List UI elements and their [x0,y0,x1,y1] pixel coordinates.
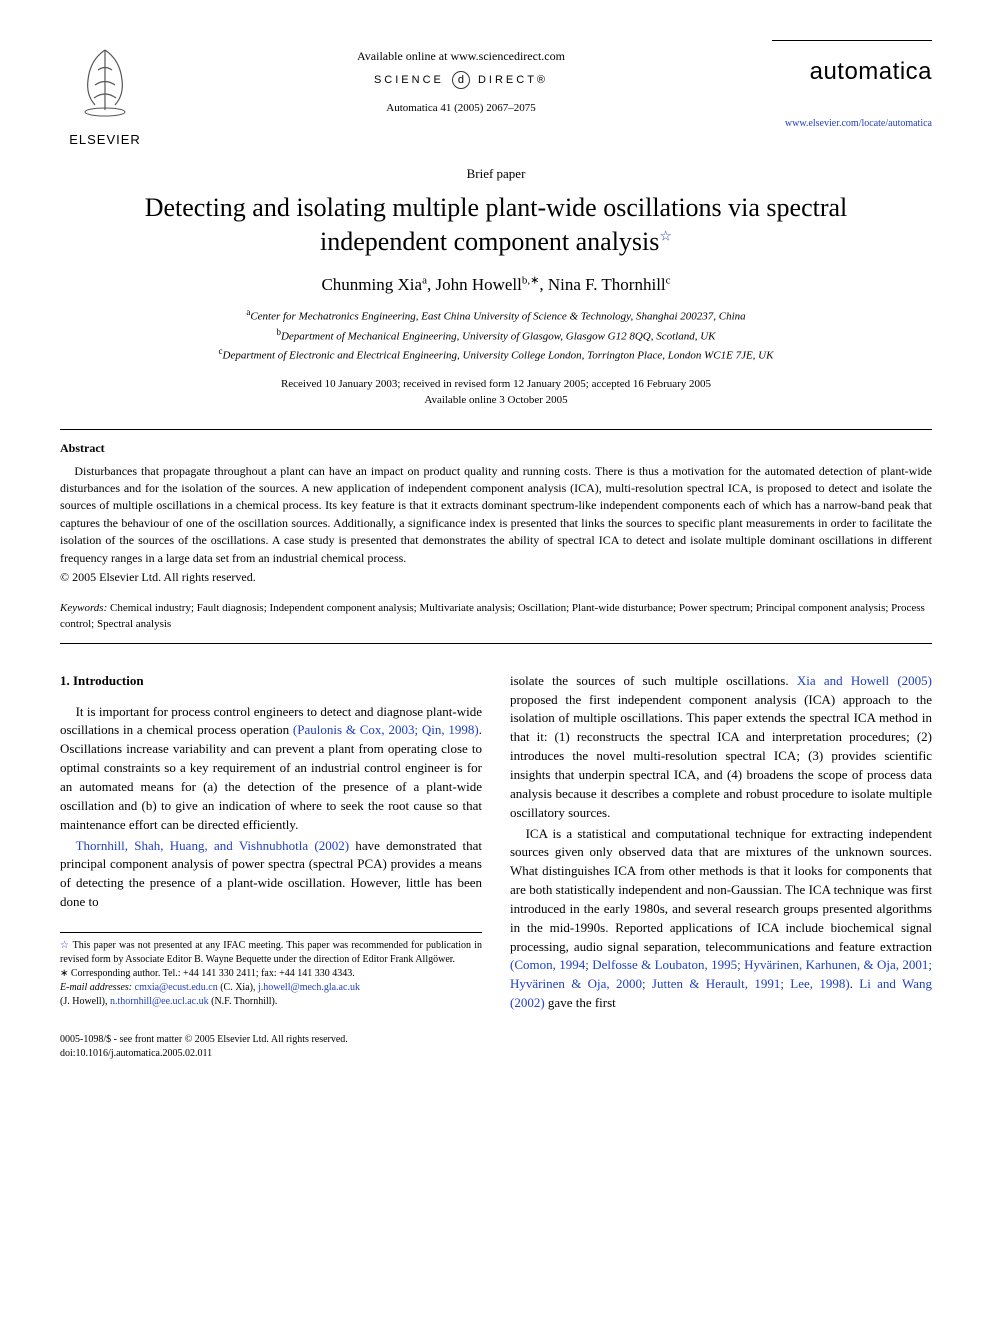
email-2-who: (J. Howell), [60,996,110,1007]
footnote-corr-text: Corresponding author. Tel.: +44 141 330 … [68,968,354,979]
author-2-sup: b,∗ [522,274,539,286]
article-title: Detecting and isolating multiple plant-w… [60,191,932,259]
aff-c: Department of Electronic and Electrical … [223,349,774,361]
email-2[interactable]: j.howell@mech.gla.ac.uk [258,982,360,993]
author-1: Chunming Xia [321,275,422,294]
body-columns: 1. Introduction It is important for proc… [60,672,932,1015]
footnote-presentation: ☆ This paper was not presented at any IF… [60,939,482,967]
citation-line: Automatica 41 (2005) 2067–2075 [150,101,772,116]
email-3[interactable]: n.thornhill@ee.ucl.ac.uk [110,996,209,1007]
publisher-label: ELSEVIER [60,131,150,149]
aff-b: Department of Mechanical Engineering, Un… [281,330,716,342]
p1-ref[interactable]: (Paulonis & Cox, 2003; Qin, 1998) [293,722,479,737]
p4-text-a: ICA is a statistical and computational t… [510,826,932,954]
page-footer: 0005-1098/$ - see front matter © 2005 El… [60,1033,932,1061]
title-star-icon[interactable]: ☆ [659,229,672,244]
abstract-copyright: © 2005 Elsevier Ltd. All rights reserved… [60,569,932,586]
footnote-star-icon: ☆ [60,940,70,951]
dates-line2: Available online 3 October 2005 [424,394,567,406]
sd-at-icon: d [452,71,470,89]
footnotes-block: ☆ This paper was not presented at any IF… [60,932,482,1009]
footnote-presentation-text: This paper was not presented at any IFAC… [60,940,482,965]
footer-left: 0005-1098/$ - see front matter © 2005 El… [60,1033,348,1061]
author-2: John Howell [435,275,521,294]
p4-text-c: gave the first [545,995,616,1010]
sciencedirect-logo: SCIENCE d DIRECT® [150,71,772,89]
footnote-emails: E-mail addresses: cmxia@ecust.edu.cn (C.… [60,981,482,1009]
center-header: Available online at www.sciencedirect.co… [150,40,772,116]
section-1-heading: 1. Introduction [60,672,482,691]
abstract-heading: Abstract [60,440,932,457]
email-1-who: (C. Xia), [218,982,258,993]
intro-p4: ICA is a statistical and computational t… [510,825,932,1013]
aff-a: Center for Mechatronics Engineering, Eas… [250,311,745,323]
title-line2: independent component analysis [320,227,659,256]
author-3: Nina F. Thornhill [548,275,666,294]
affiliations: aCenter for Mechatronics Engineering, Ea… [60,306,932,363]
keywords-block: Keywords: Chemical industry; Fault diagn… [60,600,932,633]
brief-paper-label: Brief paper [60,165,932,183]
email-1[interactable]: cmxia@ecust.edu.cn [135,982,218,993]
column-right: isolate the sources of such multiple osc… [510,672,932,1015]
p4-text-b: . [850,976,860,991]
intro-p1: It is important for process control engi… [60,703,482,835]
authors-line: Chunming Xiaa, John Howellb,∗, Nina F. T… [60,273,932,297]
rule-above-abstract [60,429,932,430]
article-dates: Received 10 January 2003; received in re… [60,376,932,409]
title-line1: Detecting and isolating multiple plant-w… [145,193,848,222]
rule-below-keywords [60,643,932,644]
journal-url[interactable]: www.elsevier.com/locate/automatica [772,117,932,131]
intro-p3: isolate the sources of such multiple osc… [510,672,932,823]
author-3-sup: c [666,274,671,286]
p2-ref[interactable]: Thornhill, Shah, Huang, and Vishnubhotla… [76,838,349,853]
sd-left: SCIENCE [374,74,444,86]
journal-rule [772,40,932,41]
footer-doi: doi:10.1016/j.automatica.2005.02.011 [60,1047,348,1061]
keywords-text: Chemical industry; Fault diagnosis; Inde… [60,602,925,631]
sd-right: DIRECT® [478,74,548,86]
elsevier-tree-icon [70,40,140,120]
abstract-body: Disturbances that propagate throughout a… [60,463,932,567]
email-3-who: (N.F. Thornhill). [209,996,278,1007]
keywords-label: Keywords: [60,602,107,614]
p3-text-b: proposed the first independent component… [510,692,932,820]
intro-p2: Thornhill, Shah, Huang, and Vishnubhotla… [60,837,482,912]
p1-text-b: . Oscillations increase variability and … [60,722,482,831]
p3-ref[interactable]: Xia and Howell (2005) [797,673,932,688]
journal-url-text[interactable]: www.elsevier.com/locate/automatica [785,118,932,129]
journal-block: automatica www.elsevier.com/locate/autom… [772,40,932,131]
journal-name: automatica [772,55,932,89]
footer-copyright: 0005-1098/$ - see front matter © 2005 El… [60,1033,348,1047]
email-label: E-mail addresses: [60,982,132,993]
author-1-sup: a [422,274,427,286]
publisher-logo-block: ELSEVIER [60,40,150,149]
column-left: 1. Introduction It is important for proc… [60,672,482,1015]
p3-text-a: isolate the sources of such multiple osc… [510,673,797,688]
header-row: ELSEVIER Available online at www.science… [60,40,932,149]
available-online-text: Available online at www.sciencedirect.co… [150,48,772,65]
dates-line1: Received 10 January 2003; received in re… [281,378,711,390]
footnote-corresponding: ∗ Corresponding author. Tel.: +44 141 33… [60,967,482,981]
